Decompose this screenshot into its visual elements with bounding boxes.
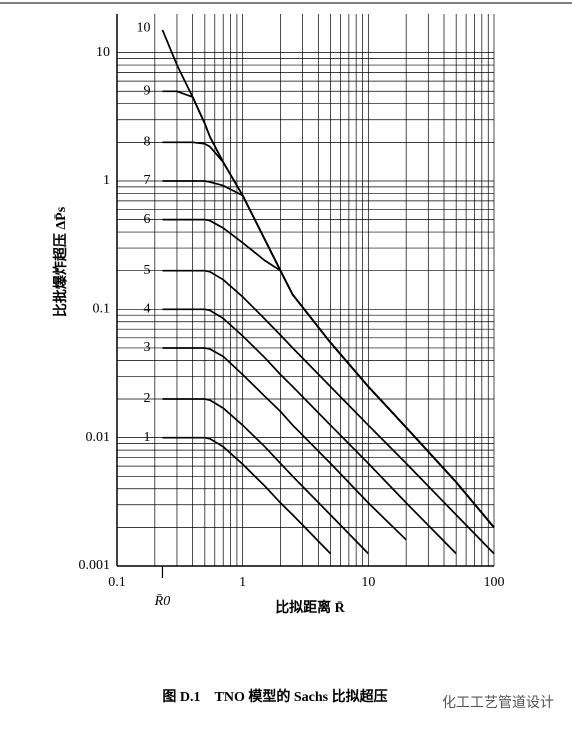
curve	[162, 269, 495, 555]
caption: 图 D.1 TNO 模型的 Sachs 比拟超压	[162, 688, 387, 705]
x-tick-label: 1	[239, 575, 246, 590]
curve	[161, 29, 495, 528]
curve-label: 6	[143, 212, 150, 227]
x-axis-label: 比拟距离 R̄	[275, 599, 345, 616]
y-tick-label: 10	[96, 45, 110, 60]
y-tick-label: 0.01	[86, 430, 111, 445]
curve-label: 10	[136, 20, 150, 35]
curve	[162, 436, 332, 555]
curve	[162, 308, 457, 555]
curve-label: 1	[143, 430, 150, 445]
x-tick-label: 10	[361, 575, 375, 590]
curve-label: 8	[143, 135, 150, 150]
curve	[162, 398, 369, 555]
y-axis-label: 比批爆炸超压 ΔP̄s	[52, 206, 69, 317]
y-tick-label: 1	[103, 173, 110, 188]
curve	[162, 347, 407, 541]
y-tick-label: 0.1	[93, 302, 111, 317]
curve-label: 2	[143, 391, 150, 406]
y-tick-label: 0.001	[79, 558, 111, 573]
x-tick-label: 0.1	[108, 575, 126, 590]
curve-label: 9	[143, 83, 150, 98]
annotation: R̄0	[154, 594, 171, 609]
x-tick-label: 100	[484, 575, 505, 590]
curve-label: 7	[143, 173, 150, 188]
watermark: 化工工艺管道设计	[442, 695, 554, 711]
curve-label: 5	[143, 263, 150, 278]
curve-label: 3	[143, 340, 150, 355]
curve-label: 4	[143, 302, 150, 317]
